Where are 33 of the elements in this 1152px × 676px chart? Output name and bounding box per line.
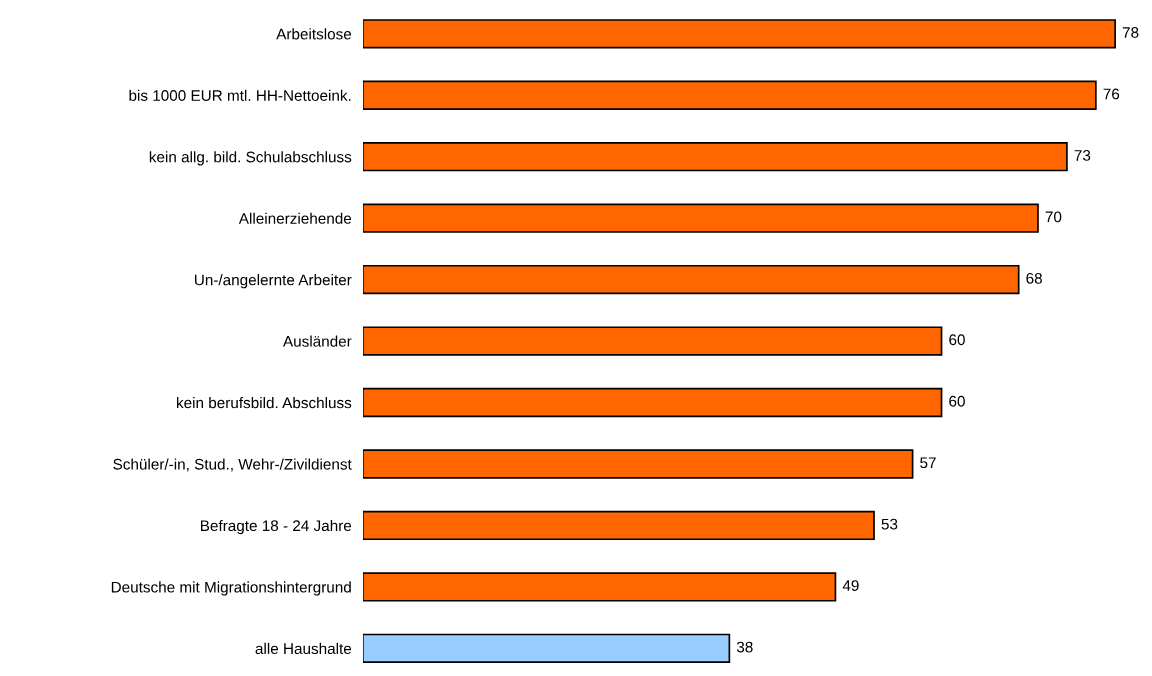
y-tick-label: kein allg. bild. Schulabschluss [149,151,352,166]
y-tick-label: kein berufsbild. Abschluss [177,396,352,409]
y-tick-label: Deutsche mit Migrationshintergrund [111,581,351,596]
y-tick-label: Schüler/-in, Stud., Wehr-/Zivildienst [113,458,352,472]
data-label: 60 [949,395,965,407]
data-label: 78 [1122,27,1139,38]
y-tick-label: alle Haushalte [255,642,352,655]
bar [362,264,1020,295]
data-label: 73 [1074,149,1091,161]
y-tick-label: Alleinerziehende [238,212,352,224]
data-label: 76 [1103,88,1120,100]
bar [362,510,875,541]
y-tick-label: Ausländer [283,335,352,347]
y-tick-label: Arbeitslose [276,28,352,40]
data-label: 60 [949,334,965,346]
bar [362,572,837,602]
bar [362,19,1116,49]
y-tick-label: bis 1000 EUR mtl. HH-Nettoeink. [129,89,351,101]
bar [362,633,731,664]
bar [362,203,1039,233]
bar [362,387,943,418]
bar [362,142,1068,172]
data-label: 38 [736,641,753,653]
data-label: 49 [842,580,859,591]
y-tick-label: Un-/angelernte Arbeiter [195,274,352,289]
bar [362,449,914,479]
bar [362,80,1097,110]
y-tick-label: Befragte 18 - 24 Jahre [201,519,352,535]
data-label: 53 [881,518,898,530]
data-label: 57 [920,457,936,469]
data-label: 70 [1045,211,1062,223]
data-label: 68 [1026,272,1042,284]
bar [362,326,943,356]
